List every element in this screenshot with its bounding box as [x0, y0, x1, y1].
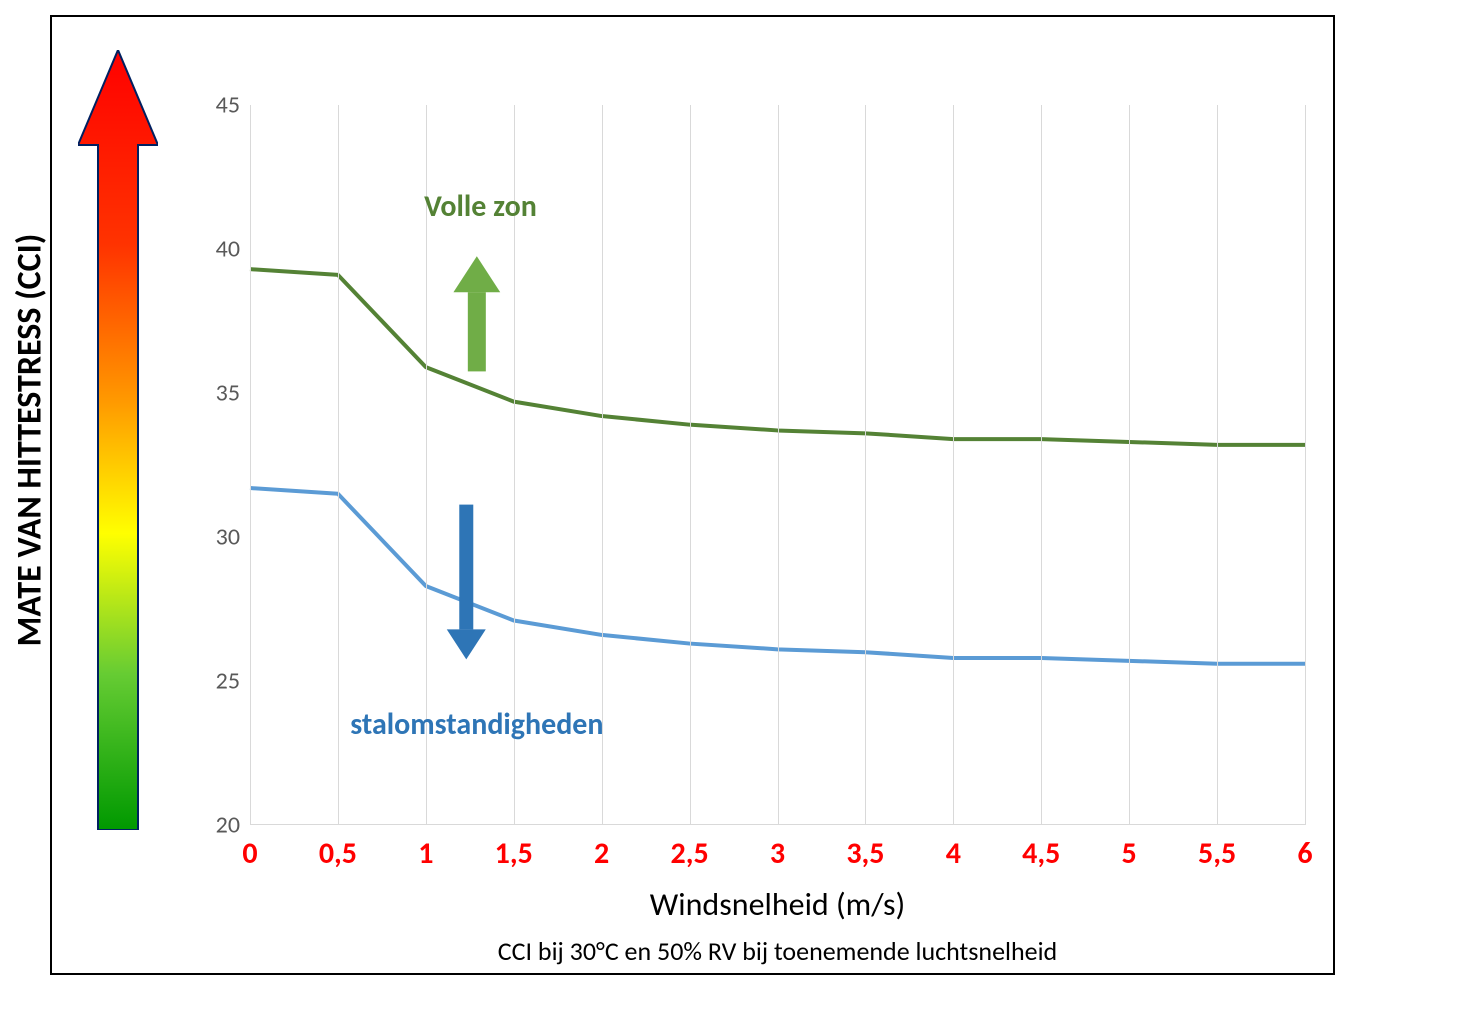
grid-vline: [778, 105, 779, 825]
series-label-volle_zon: Volle zon: [424, 188, 537, 225]
xtick-label: 3: [770, 825, 785, 872]
xtick-label: 0,5: [319, 825, 357, 872]
grid-vline: [1041, 105, 1042, 825]
xtick-label: 5: [1122, 825, 1137, 872]
yaxis-gradient-arrow: [78, 50, 158, 830]
ytick-label: 30: [216, 523, 250, 552]
xtick-label: 5,5: [1198, 825, 1236, 872]
series-arrow-volle_zon: [453, 256, 500, 371]
chart-plot-area: 00,511,522,533,544,555,56202530354045Vol…: [250, 105, 1305, 825]
xtick-label: 3,5: [846, 825, 884, 872]
xtick-label: 1: [418, 825, 433, 872]
grid-vline: [1305, 105, 1306, 825]
yaxis-label: MATE VAN HITTESTRESS (CCI): [10, 234, 51, 647]
grid-vline: [1129, 105, 1130, 825]
grid-vline: [953, 105, 954, 825]
ytick-label: 40: [216, 235, 250, 264]
xtick-label: 4: [946, 825, 961, 872]
xaxis-label: Windsnelheid (m/s): [650, 885, 905, 924]
grid-vline: [690, 105, 691, 825]
xtick-label: 2,5: [671, 825, 709, 872]
grid-vline: [865, 105, 866, 825]
ytick-label: 20: [216, 811, 250, 840]
xtick-label: 6: [1297, 825, 1312, 872]
chart-subtitle: CCI bij 30°C en 50% RV bij toenemende lu…: [498, 935, 1057, 967]
grid-vline: [250, 105, 251, 825]
xtick-label: 2: [594, 825, 609, 872]
ytick-label: 45: [216, 91, 250, 120]
ytick-label: 35: [216, 379, 250, 408]
grid-vline: [338, 105, 339, 825]
series-arrow-stalomstandigheden: [447, 505, 486, 660]
series-label-stalomstandigheden: stalomstandigheden: [350, 706, 603, 743]
ytick-label: 25: [216, 667, 250, 696]
xtick-label: 1,5: [495, 825, 533, 872]
grid-vline: [1217, 105, 1218, 825]
xtick-label: 4,5: [1022, 825, 1060, 872]
